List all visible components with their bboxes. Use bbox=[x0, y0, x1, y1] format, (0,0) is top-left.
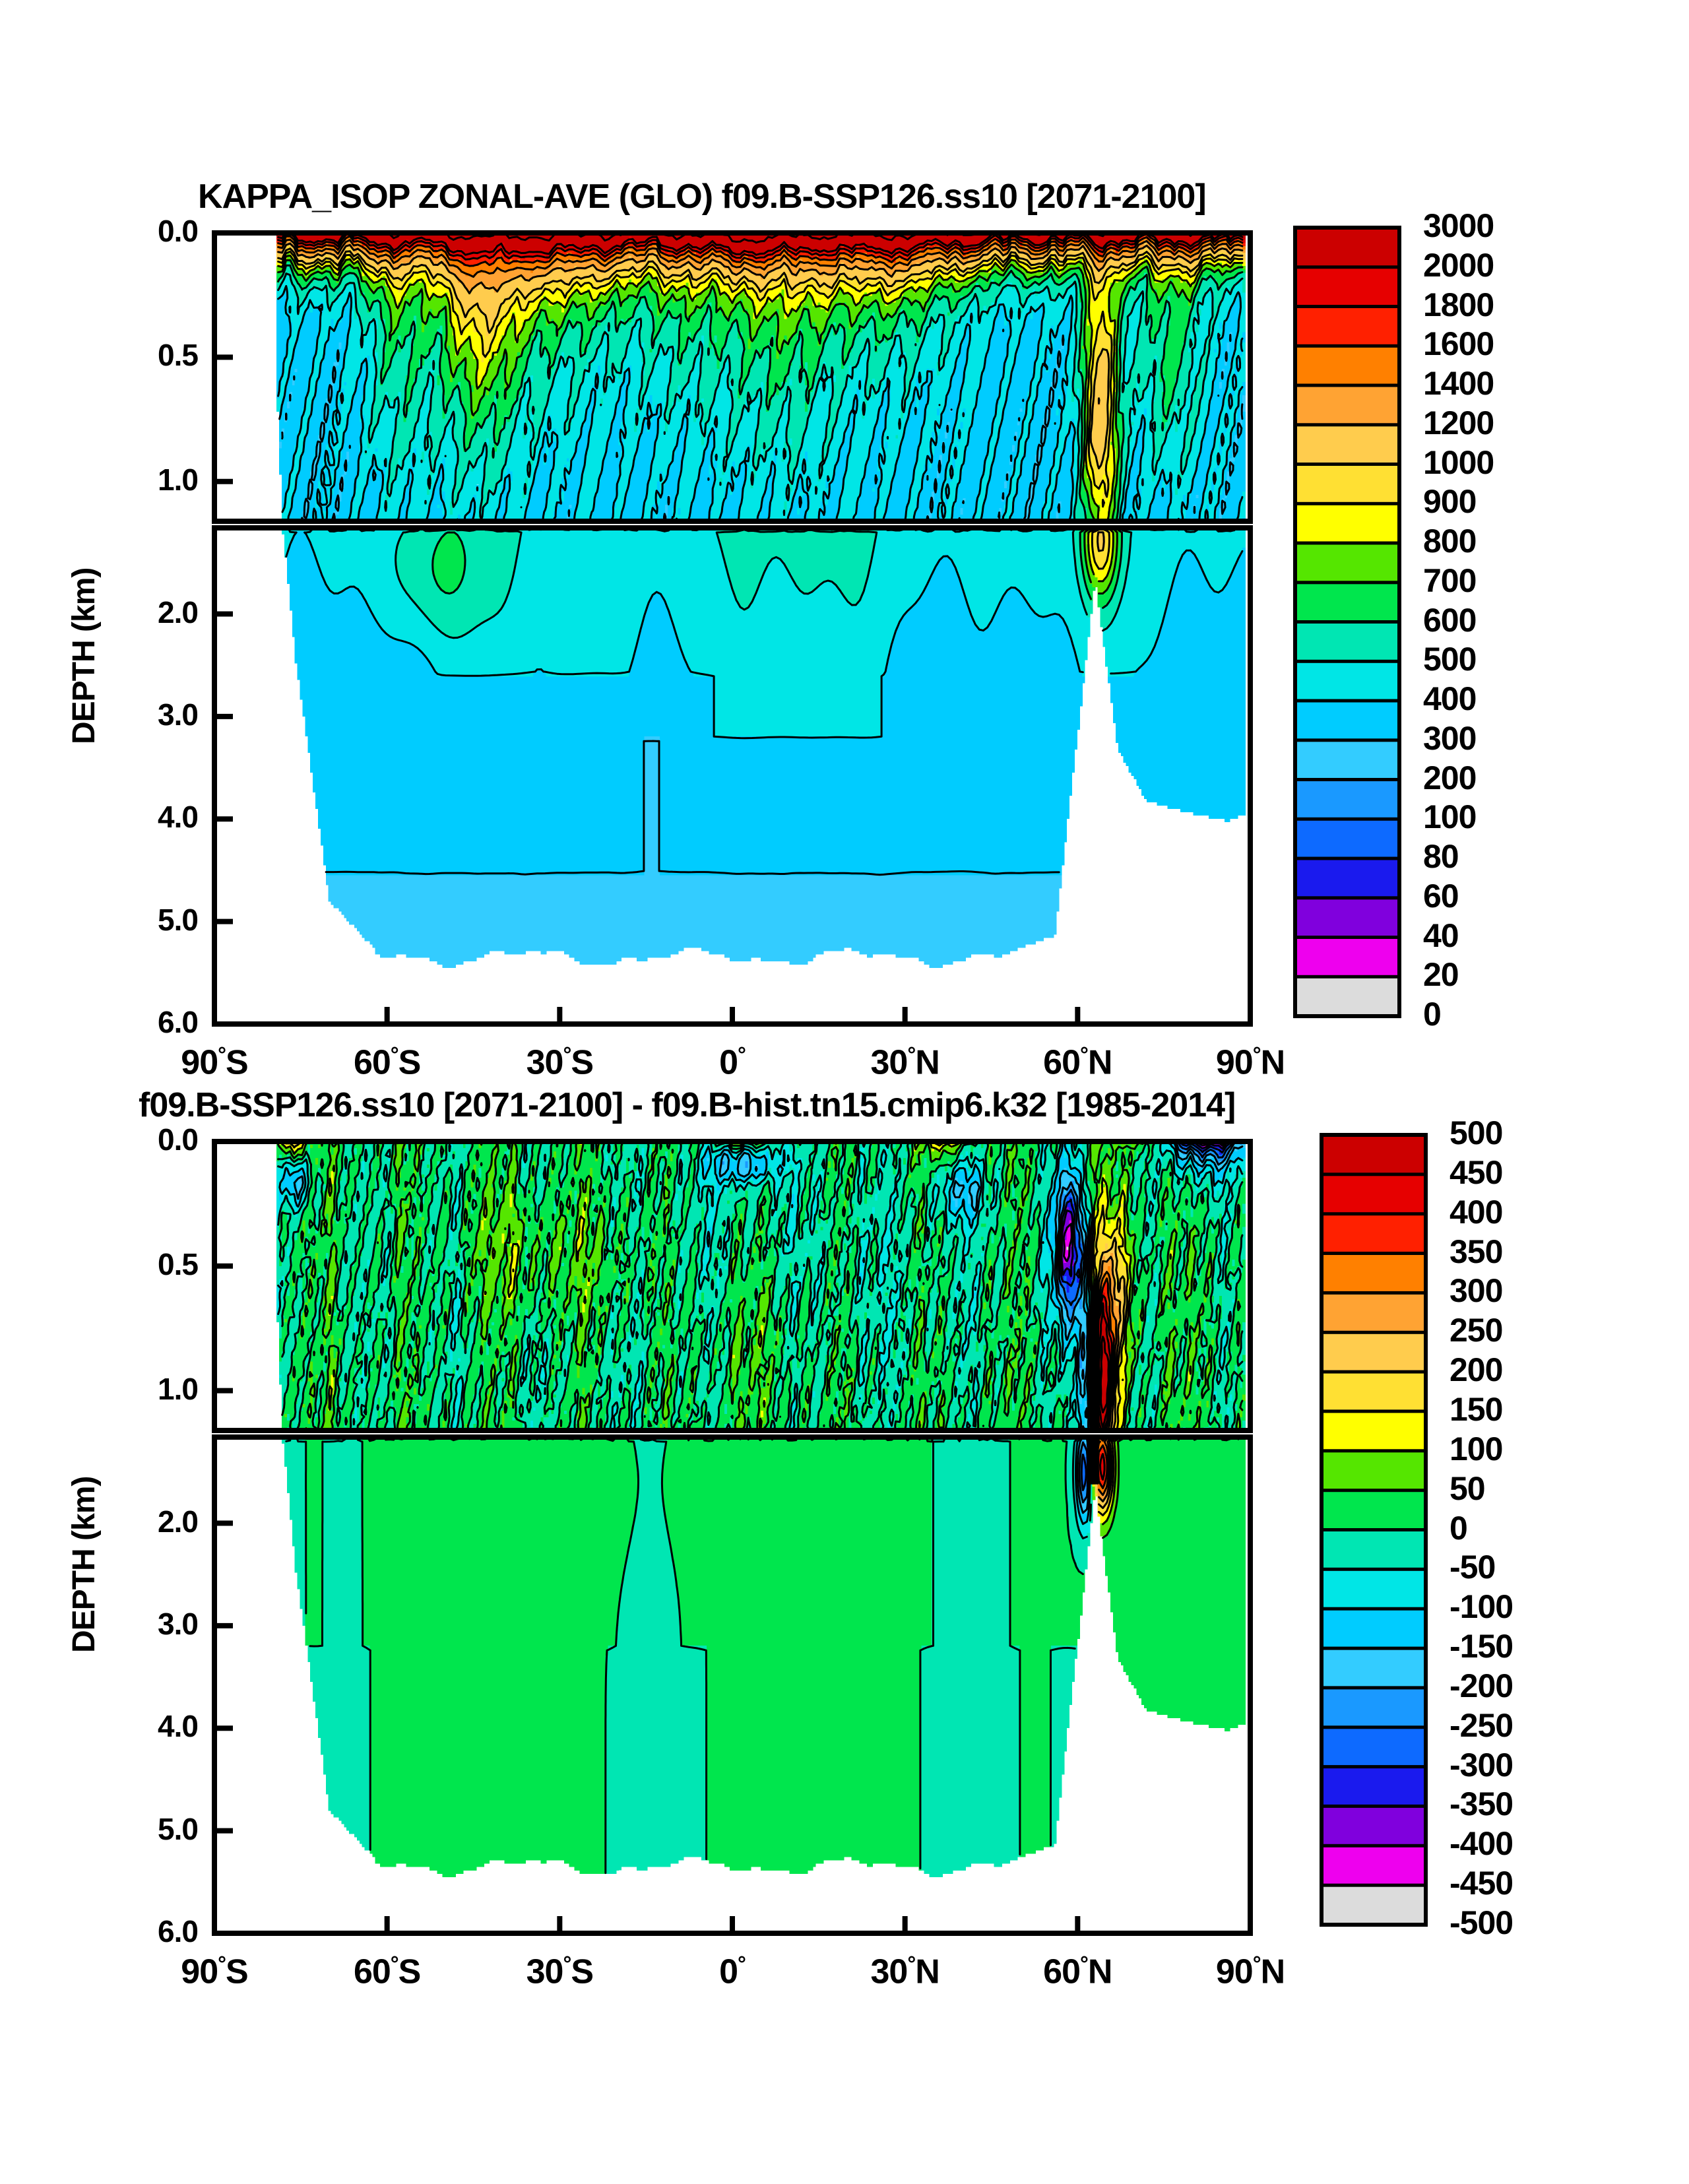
panel-top-ytick-d3: 5.0 bbox=[158, 902, 199, 937]
panel-top-colorbar-label-18: 40 bbox=[1423, 916, 1459, 954]
panel-bottom-colorbar-label-3: 350 bbox=[1450, 1233, 1503, 1270]
panel-top-colorbar-label-9: 700 bbox=[1423, 562, 1477, 599]
panel-top-ytick-d2: 4.0 bbox=[158, 800, 199, 835]
panel-bottom-ytick-1: 0.5 bbox=[158, 1246, 199, 1281]
panel-bottom-colorbar-label-1: 450 bbox=[1450, 1153, 1503, 1191]
panel-bottom-colorbar-label-15: -250 bbox=[1450, 1706, 1514, 1744]
panel-top-colorbar-label-16: 80 bbox=[1423, 838, 1459, 875]
panel-top-colorbar-label-8: 800 bbox=[1423, 523, 1477, 560]
panel-bottom-colorbar-label-14: -200 bbox=[1450, 1667, 1514, 1704]
panel-top-colorbar-label-6: 1000 bbox=[1423, 443, 1494, 481]
panel-top-colorbar-label-15: 100 bbox=[1423, 798, 1477, 836]
panel-bottom-xtick-2: 30°S bbox=[526, 1952, 594, 1991]
panel-bottom-xtick-4: 30°N bbox=[870, 1952, 940, 1991]
panel-bottom-colorbar-label-17: -350 bbox=[1450, 1785, 1514, 1823]
panel-top-ytick-d4: 6.0 bbox=[158, 1005, 199, 1039]
panel-bottom-colorbar-label-20: -500 bbox=[1450, 1904, 1514, 1941]
panel-top-colorbar-label-13: 300 bbox=[1423, 719, 1477, 757]
panel-top-ytick-0: 0.0 bbox=[158, 214, 199, 248]
panel-bottom-ytick-d3: 5.0 bbox=[158, 1811, 199, 1846]
panel-top-colorbar-label-14: 200 bbox=[1423, 759, 1477, 796]
panel-bottom-colorbar-label-19: -450 bbox=[1450, 1865, 1514, 1902]
panel-bottom-ytick-2: 1.0 bbox=[158, 1371, 199, 1406]
panel-bottom-colorbar-label-7: 150 bbox=[1450, 1390, 1503, 1428]
panel-bottom-colorbar-label-5: 250 bbox=[1450, 1312, 1503, 1349]
panel-bottom-xtick-3: 0° bbox=[719, 1952, 746, 1991]
panel-top-title: KAPPA_ISOP ZONAL-AVE (GLO) f09.B-SSP126.… bbox=[198, 177, 1207, 216]
panel-top-colorbar-label-11: 500 bbox=[1423, 641, 1477, 678]
panel-bottom-colorbar-label-8: 100 bbox=[1450, 1430, 1503, 1467]
panel-bottom-colorbar-label-0: 500 bbox=[1450, 1114, 1503, 1151]
panel-top-colorbar-label-3: 1600 bbox=[1423, 325, 1494, 363]
panel-top-xtick-6: 90°N bbox=[1215, 1043, 1285, 1082]
panel-bottom-colorbar-label-6: 200 bbox=[1450, 1351, 1503, 1389]
panel-bottom-colorbar-label-10: 0 bbox=[1450, 1509, 1468, 1547]
panel-bottom-colorbar-label-11: -50 bbox=[1450, 1549, 1496, 1586]
panel-top-colorbar-label-4: 1400 bbox=[1423, 365, 1494, 402]
panel-top-colorbar-label-1: 2000 bbox=[1423, 246, 1494, 284]
panel-bottom-colorbar-label-16: -300 bbox=[1450, 1746, 1514, 1783]
panel-top-xtick-4: 30°N bbox=[870, 1043, 940, 1082]
panel-top-colorbar-label-2: 1800 bbox=[1423, 286, 1494, 323]
panel-top-colorbar-label-20: 0 bbox=[1423, 996, 1442, 1033]
panel-top-xtick-2: 30°S bbox=[526, 1043, 594, 1082]
panel-bottom-ytick-d4: 6.0 bbox=[158, 1914, 199, 1948]
panel-top-colorbar-label-10: 600 bbox=[1423, 601, 1477, 639]
panel-top-ytick-1: 0.5 bbox=[158, 338, 199, 373]
panel-bottom-colorbar-label-13: -150 bbox=[1450, 1628, 1514, 1665]
panel-bottom-ylabel: DEPTH (km) bbox=[67, 1476, 102, 1653]
panel-top-colorbar-label-0: 3000 bbox=[1423, 207, 1494, 244]
panel-top-xtick-1: 60°S bbox=[353, 1043, 421, 1082]
panel-top-ytick-2: 1.0 bbox=[158, 462, 199, 497]
panel-top-colorbar-label-5: 1200 bbox=[1423, 404, 1494, 441]
panel-bottom-ytick-0: 0.0 bbox=[158, 1122, 199, 1157]
panel-top-colorbar-label-7: 900 bbox=[1423, 483, 1477, 521]
panel-bottom-colorbar-label-18: -400 bbox=[1450, 1825, 1514, 1863]
panel-bottom-colorbar-label-12: -100 bbox=[1450, 1588, 1514, 1626]
panel-bottom-title: f09.B-SSP126.ss10 [2071-2100] - f09.B-hi… bbox=[139, 1086, 1236, 1124]
panel-bottom-xtick-5: 60°N bbox=[1043, 1952, 1112, 1991]
panel-bottom-colorbar-label-4: 300 bbox=[1450, 1272, 1503, 1310]
panel-top-xtick-3: 0° bbox=[719, 1043, 746, 1082]
panel-bottom-xtick-6: 90°N bbox=[1215, 1952, 1285, 1991]
panel-top-xtick-5: 60°N bbox=[1043, 1043, 1112, 1082]
panel-top-colorbar-label-17: 60 bbox=[1423, 877, 1459, 915]
panel-top-colorbar-label-12: 400 bbox=[1423, 680, 1477, 717]
panel-bottom-xtick-1: 60°S bbox=[353, 1952, 421, 1991]
panel-top-ylabel: DEPTH (km) bbox=[67, 567, 102, 744]
panel-top-xtick-0: 90°S bbox=[181, 1043, 248, 1082]
panel-bottom-colorbar-label-9: 50 bbox=[1450, 1469, 1486, 1507]
panel-bottom-xtick-0: 90°S bbox=[181, 1952, 248, 1991]
panel-bottom-ytick-d2: 4.0 bbox=[158, 1709, 199, 1744]
panel-top-colorbar-label-19: 20 bbox=[1423, 956, 1459, 994]
panel-bottom-colorbar-label-2: 400 bbox=[1450, 1193, 1503, 1231]
